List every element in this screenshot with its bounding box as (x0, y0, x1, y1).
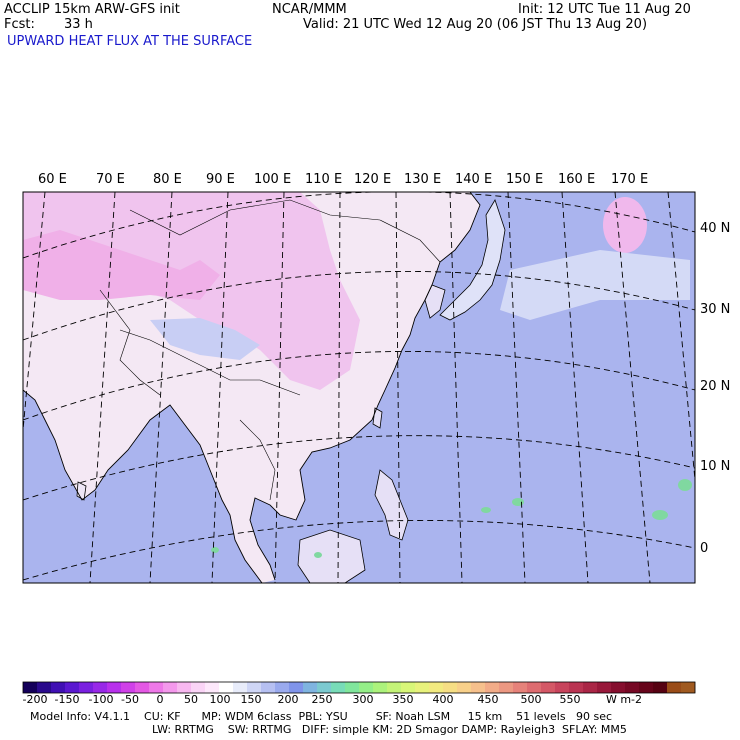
colorbar-cell (499, 682, 514, 693)
colorbar-cell (93, 682, 108, 693)
colorbar-cell (177, 682, 192, 693)
lon-label: 80 E (153, 172, 182, 187)
colorbar-cell (23, 682, 38, 693)
colorbar-cell (247, 682, 262, 693)
land-borneo (297, 529, 366, 583)
colorbar-tick: 0 (156, 693, 164, 706)
colorbar-tick: 300 (352, 693, 374, 706)
lon-label: 60 E (38, 172, 67, 187)
forecast-hours: 33 h (64, 17, 93, 32)
colorbar-tick: 500 (520, 693, 542, 706)
model-title: ACCLIP 15km ARW-GFS init (4, 2, 180, 17)
colorbar-cell (583, 682, 598, 693)
colorbar-cell (555, 682, 570, 693)
colorbar-cell (471, 682, 486, 693)
colorbar-tick: 450 (477, 693, 499, 706)
colorbar-tick: 100 (209, 693, 231, 706)
lon-label: 140 E (455, 172, 493, 187)
colorbar-cell (303, 682, 318, 693)
lat-label: 40 N (700, 221, 731, 236)
model-info-line1: Model Info: V4.1.1 CU: KF MP: WDM 6class… (30, 710, 613, 723)
lon-label: 160 E (558, 172, 596, 187)
colorbar-cell (107, 682, 122, 693)
lon-label: 150 E (506, 172, 544, 187)
colorbar-cell (401, 682, 416, 693)
lon-label: 170 E (611, 172, 649, 187)
colorbar-cell (373, 682, 388, 693)
colorbar-cell (275, 682, 290, 693)
colorbar-tick: 350 (392, 693, 414, 706)
colorbar-cell (485, 682, 500, 693)
lon-label: 100 E (254, 172, 292, 187)
colorbar-cell (261, 682, 276, 693)
colorbar-cell (289, 682, 304, 693)
colorbar-unit: W m-2 (605, 693, 643, 706)
lat-label: 0 (700, 541, 709, 556)
colorbar-cell (415, 682, 430, 693)
colorbar-cell (163, 682, 178, 693)
colorbar-tick: -150 (54, 693, 80, 706)
valid-time: Valid: 21 UTC Wed 12 Aug 20 (06 JST Thu … (303, 17, 648, 32)
colorbar-cell (51, 682, 66, 693)
lat-label: 20 N (700, 379, 731, 394)
colorbar-cell (205, 682, 220, 693)
colorbar-cell (569, 682, 584, 693)
colorbar-cell (79, 682, 94, 693)
land-japan (439, 199, 506, 321)
colorbar-tick: -100 (88, 693, 114, 706)
colorbar-cell (443, 682, 458, 693)
colorbar-cell (597, 682, 612, 693)
lon-label: 130 E (404, 172, 442, 187)
colorbar-tick: 400 (432, 693, 454, 706)
land-pink-strong (23, 230, 220, 300)
lon-label: 120 E (354, 172, 392, 187)
colorbar-cell (653, 682, 668, 693)
colorbar-tick: -50 (121, 693, 139, 706)
colorbar-cell (527, 682, 542, 693)
field-title: UPWARD HEAT FLUX AT THE SURFACE (7, 34, 253, 49)
colorbar-cell (387, 682, 402, 693)
colorbar-cell (513, 682, 528, 693)
colorbar-cell (317, 682, 332, 693)
colorbar-cell (37, 682, 52, 693)
colorbar-cell (233, 682, 248, 693)
colorbar-cell (667, 682, 682, 693)
lat-label: 30 N (700, 302, 731, 317)
colorbar-tick: -200 (22, 693, 48, 706)
colorbar-tick: 550 (559, 693, 581, 706)
colorbar-tick: 50 (184, 693, 198, 706)
colorbar-tick: 250 (311, 693, 333, 706)
colorbar-cell (219, 682, 234, 693)
lon-label: 70 E (96, 172, 125, 187)
colorbar-tick: 200 (277, 693, 299, 706)
coastline (23, 192, 481, 583)
colorbar-cell (639, 682, 654, 693)
model-info-line2: LW: RRTMG SW: RRTMG DIFF: simple KM: 2D … (152, 723, 627, 736)
colorbar-cell (359, 682, 374, 693)
colorbar-cell (149, 682, 164, 693)
lat-label: 10 N (700, 459, 731, 474)
map-figure (22, 191, 696, 584)
colorbar-tick: 150 (240, 693, 262, 706)
colorbar-cell (625, 682, 640, 693)
organization: NCAR/MMM (272, 2, 347, 17)
colorbar-cell (331, 682, 346, 693)
colorbar-cell (121, 682, 136, 693)
init-time: Init: 12 UTC Tue 11 Aug 20 (518, 2, 691, 17)
colorbar-cell (611, 682, 626, 693)
colorbar-cell (681, 682, 696, 693)
colorbar-cell (135, 682, 150, 693)
colorbar-cell (429, 682, 444, 693)
forecast-label: Fcst: (4, 17, 35, 32)
colorbar-cell (345, 682, 360, 693)
colorbar-cell (457, 682, 472, 693)
colorbar-cell (541, 682, 556, 693)
graticule (23, 192, 695, 583)
colorbar-cell (191, 682, 206, 693)
colorbar-cell (65, 682, 80, 693)
lon-label: 110 E (305, 172, 343, 187)
lon-label: 90 E (206, 172, 235, 187)
